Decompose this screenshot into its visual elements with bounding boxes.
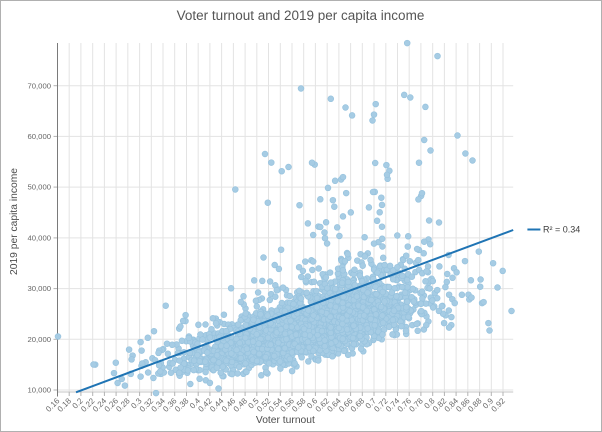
svg-text:50,000: 50,000 — [27, 183, 51, 192]
svg-text:Voter turnout: Voter turnout — [256, 415, 315, 426]
svg-text:30,000: 30,000 — [27, 284, 51, 293]
svg-text:10,000: 10,000 — [27, 386, 51, 395]
svg-text:70,000: 70,000 — [27, 81, 51, 90]
svg-text:40,000: 40,000 — [27, 234, 51, 243]
svg-text:0.92: 0.92 — [490, 396, 508, 414]
svg-text:Voter turnout and 2019 per cap: Voter turnout and 2019 per capita income — [177, 8, 425, 23]
svg-text:2019 per capita income: 2019 per capita income — [9, 168, 20, 275]
svg-text:60,000: 60,000 — [27, 132, 51, 141]
svg-text:R² = 0.34: R² = 0.34 — [543, 225, 580, 235]
svg-text:20,000: 20,000 — [27, 335, 51, 344]
